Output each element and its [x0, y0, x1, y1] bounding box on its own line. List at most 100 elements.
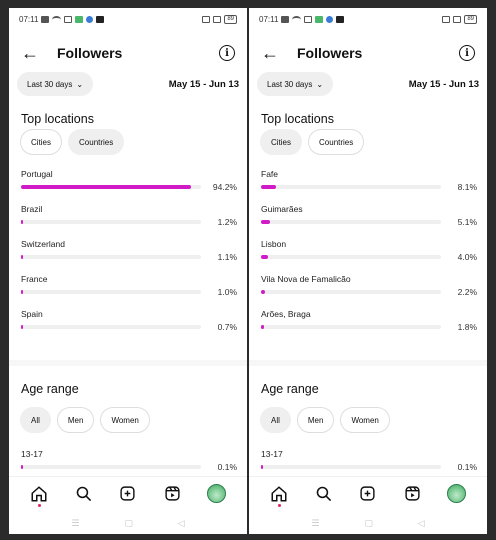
bar-fill: [261, 220, 271, 224]
bar-track: [21, 325, 201, 329]
bar-track: [21, 465, 201, 469]
bar-track: [261, 465, 441, 469]
search-icon[interactable]: [70, 480, 98, 508]
location-list: Fafe 8.1% Guimarães 5.1% Lisbon 4.0% Vil…: [261, 168, 477, 343]
location-name: Lisbon: [261, 239, 287, 249]
age-bucket-name: 13-17: [261, 449, 283, 459]
cast-icon: [304, 15, 313, 23]
tab-countries[interactable]: Countries: [308, 129, 365, 155]
list-item: Switzerland 1.1%: [21, 238, 237, 273]
tab-cities[interactable]: Cities: [20, 129, 63, 155]
location-name: Spain: [21, 309, 43, 319]
info-icon[interactable]: i: [459, 45, 475, 61]
age-bucket-percent: 0.1%: [217, 462, 237, 472]
tab-women[interactable]: Women: [100, 407, 150, 433]
info-icon[interactable]: i: [219, 45, 235, 61]
reels-icon[interactable]: [398, 480, 426, 508]
bottom-nav: [249, 476, 487, 510]
bar-track: [261, 185, 441, 189]
location-percent: 5.1%: [457, 217, 477, 227]
location-percent: 8.1%: [457, 182, 477, 192]
location-name: Portugal: [21, 169, 53, 179]
profile-avatar[interactable]: [203, 480, 231, 508]
bar-track: [21, 255, 201, 259]
header: ← Followers i: [9, 32, 247, 74]
list-item: France 1.0%: [21, 273, 237, 308]
location-name: Switzerland: [21, 239, 65, 249]
back-arrow-icon[interactable]: ←: [21, 43, 39, 63]
status-time: 07:11: [259, 14, 279, 24]
back-triangle-icon[interactable]: ◁: [417, 517, 425, 528]
location-percent: 94.2%: [212, 182, 237, 192]
tab-men[interactable]: Men: [56, 407, 95, 433]
bar-track: [21, 220, 201, 224]
tab-cities[interactable]: Cities: [260, 129, 303, 155]
create-icon[interactable]: [354, 480, 382, 508]
tiktok-notification-icon: [336, 15, 345, 23]
top-locations-title: Top locations: [21, 112, 94, 126]
home-square-icon[interactable]: ▢: [124, 517, 133, 528]
menu-icon[interactable]: ☰: [71, 517, 80, 528]
period-label: Last 30 days: [267, 79, 313, 89]
messenger-notification-icon: [86, 15, 94, 23]
wifi-icon: [292, 15, 302, 23]
camera-notification-icon: [41, 15, 50, 23]
age-tabs: All Men Women: [260, 407, 390, 433]
filter-row: Last 30 days ⌄ May 15 - Jun 13: [9, 71, 247, 97]
bar-fill: [21, 290, 23, 294]
back-triangle-icon[interactable]: ◁: [177, 517, 185, 528]
page-title: Followers: [57, 45, 123, 61]
home-icon[interactable]: [265, 480, 293, 508]
menu-icon[interactable]: ☰: [311, 517, 320, 528]
header: ← Followers i: [249, 32, 487, 74]
messenger-notification-icon: [326, 15, 334, 23]
age-range-title: Age range: [261, 382, 319, 396]
phone-screen-cities: 07:11 89 ← Followers i Last 30 days ⌄ Ma…: [249, 8, 487, 534]
age-bucket-percent: 0.1%: [457, 462, 477, 472]
battery-icon: 89: [224, 14, 237, 24]
location-name: France: [21, 274, 48, 284]
period-dropdown[interactable]: Last 30 days ⌄: [17, 72, 94, 96]
app-notification-icon: [75, 15, 84, 23]
home-square-icon[interactable]: ▢: [364, 517, 373, 528]
reels-icon[interactable]: [158, 480, 186, 508]
cast-icon: [64, 15, 73, 23]
home-icon[interactable]: [25, 480, 53, 508]
location-name: Brazil: [21, 204, 43, 214]
location-percent: 4.0%: [457, 252, 477, 262]
bar-track: [261, 255, 441, 259]
tab-all[interactable]: All: [260, 407, 291, 433]
list-item: Guimarães 5.1%: [261, 203, 477, 238]
tab-all[interactable]: All: [20, 407, 51, 433]
bottom-nav: [9, 476, 247, 510]
tab-men[interactable]: Men: [296, 407, 335, 433]
status-time: 07:11: [19, 14, 39, 24]
wifi-icon: [52, 15, 62, 23]
chevron-down-icon: ⌄: [76, 79, 84, 89]
location-list: Portugal 94.2% Brazil 1.2% Switzerland 1…: [21, 168, 237, 343]
status-bar: 07:11 89: [249, 8, 487, 30]
list-item: Portugal 94.2%: [21, 168, 237, 203]
location-name: Fafe: [261, 169, 279, 179]
location-percent: 2.2%: [457, 287, 477, 297]
location-name: Guimarães: [261, 204, 303, 214]
profile-avatar[interactable]: [443, 480, 471, 508]
tab-countries[interactable]: Countries: [68, 129, 125, 155]
top-locations-title: Top locations: [261, 112, 334, 126]
list-item: Spain 0.7%: [21, 308, 237, 343]
search-icon[interactable]: [310, 480, 338, 508]
bar-track: [261, 325, 441, 329]
back-arrow-icon[interactable]: ←: [261, 43, 279, 63]
period-dropdown[interactable]: Last 30 days ⌄: [257, 72, 334, 96]
bar-fill: [261, 255, 269, 259]
bar-fill: [261, 325, 265, 329]
tab-women[interactable]: Women: [340, 407, 390, 433]
create-icon[interactable]: [114, 480, 142, 508]
page-title: Followers: [297, 45, 363, 61]
vibrate-icon: [213, 15, 222, 23]
location-percent: 1.8%: [457, 322, 477, 332]
bar-fill: [21, 325, 23, 329]
vibrate-icon: [453, 15, 462, 23]
bar-fill: [21, 255, 23, 259]
bar-track: [261, 220, 441, 224]
